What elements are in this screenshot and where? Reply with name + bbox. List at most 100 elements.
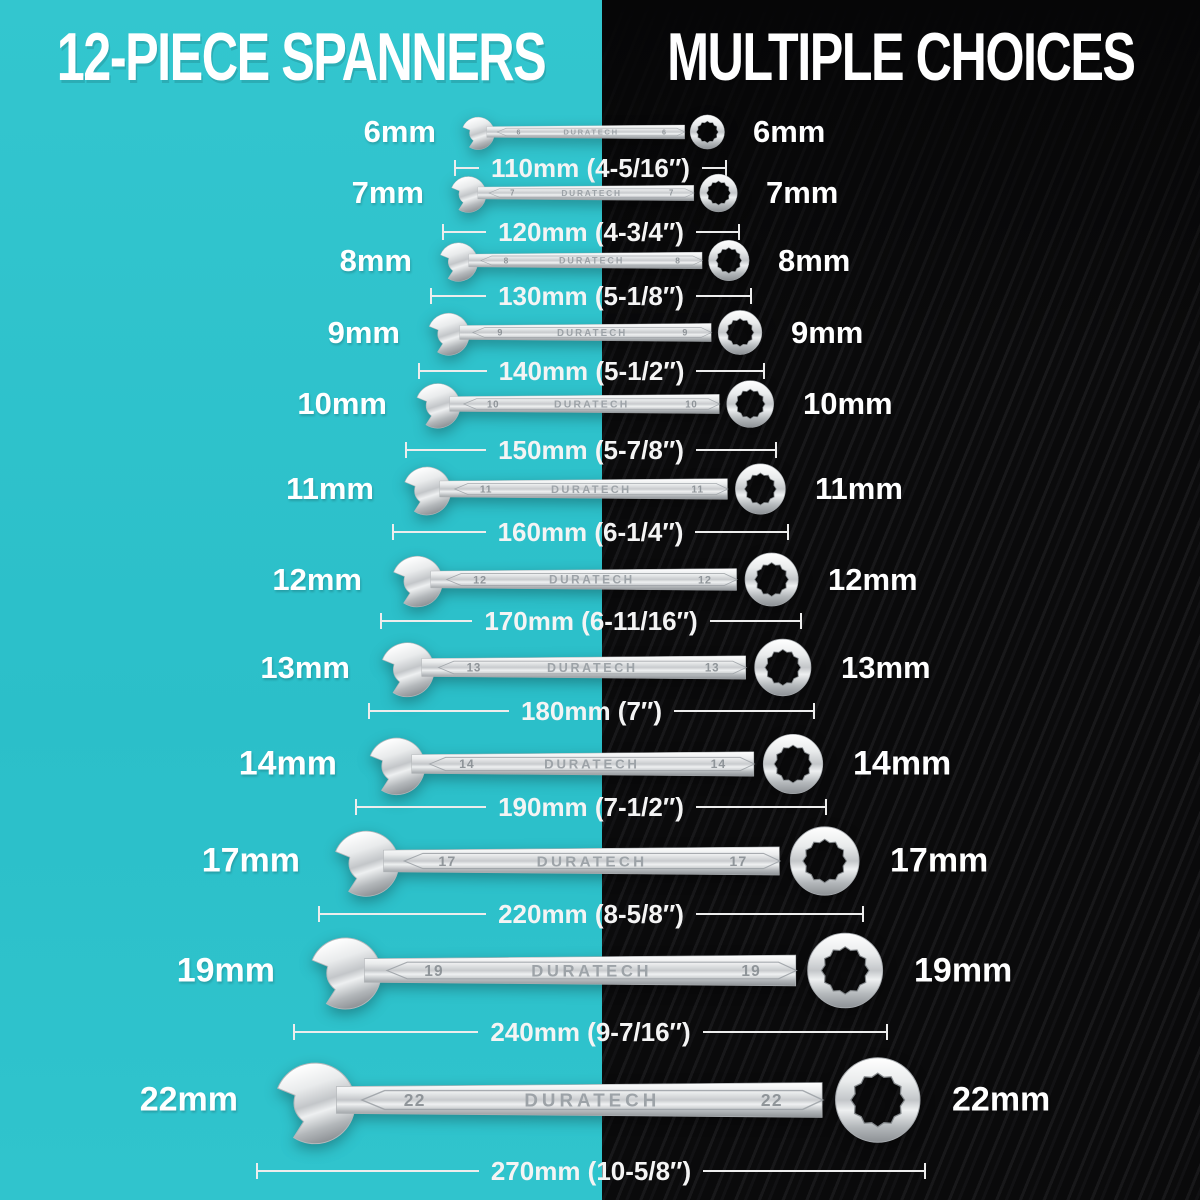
wrench-row-7mm: 7mm 7 DURATECH 7 7mm: [352, 171, 838, 217]
dimension-13mm: 180mm (7″): [368, 696, 816, 726]
dim-line: [382, 620, 473, 622]
right-title: MULTIPLE CHOICES: [667, 19, 1136, 95]
brand-engraving: DURATECH: [544, 757, 640, 772]
dim-tick: [813, 703, 816, 719]
dim-text: 150mm (5-7/8″): [498, 434, 684, 465]
brand-engraving: DURATECH: [559, 256, 624, 266]
dim-tick: [318, 906, 320, 922]
stamp-left: 13: [467, 662, 482, 675]
dim-line: [703, 1170, 924, 1172]
dim-tick: [405, 442, 407, 458]
dim-line: [432, 295, 487, 297]
dim-tick: [886, 1024, 888, 1040]
wrench-image-11mm: 11 DURATECH 11: [401, 460, 786, 520]
dim-tick: [256, 1163, 258, 1179]
dim-line: [696, 370, 763, 372]
brand-engraving: DURATECH: [524, 1090, 660, 1111]
wrench-row-13mm: 13mm 13 DURATECH 13 13mm: [260, 635, 931, 703]
dim-text: 220mm (8-5/8″): [498, 898, 684, 929]
stamp-left: 14: [459, 757, 475, 771]
size-label-right: 22mm: [952, 1080, 1051, 1119]
dim-text: 270mm (10-5/8″): [490, 1155, 692, 1186]
dimension-19mm: 240mm (9-7/16″): [293, 1017, 888, 1047]
dim-text: 120mm (4-3/4″): [498, 216, 684, 247]
dim-line: [674, 710, 814, 712]
dim-line: [258, 1170, 479, 1172]
brand-engraving: DURATECH: [549, 573, 635, 587]
dimension-9mm: 140mm (5-1/2″): [418, 356, 765, 386]
size-label-left: 8mm: [339, 242, 412, 278]
stamp-right: 12: [698, 574, 712, 586]
size-label-left: 12mm: [272, 561, 362, 597]
wrench-image-13mm: 13 DURATECH 13: [379, 635, 812, 703]
dim-line: [695, 295, 750, 297]
stamp-right: 13: [705, 662, 720, 675]
stamp-right: 19: [741, 963, 761, 980]
stamp-left: 10: [487, 399, 499, 410]
wrench-row-17mm: 17mm 17 DURATECH 17 17mm: [202, 822, 988, 903]
brand-engraving: DURATECH: [563, 128, 618, 137]
dimension-22mm: 270mm (10-5/8″): [256, 1156, 926, 1186]
size-label-right: 10mm: [803, 386, 893, 421]
size-label-right: 11mm: [815, 471, 903, 506]
dim-tick: [800, 613, 803, 629]
dim-line: [709, 620, 801, 622]
size-label-left: 7mm: [351, 175, 424, 210]
brand-engraving: DURATECH: [547, 661, 638, 675]
header-left: 12-PIECE SPANNERS: [0, 16, 602, 98]
wrench-image-9mm: 9 DURATECH 9: [426, 307, 763, 360]
brand-engraving: DURATECH: [561, 188, 621, 198]
dim-text: 240mm (9-7/16″): [490, 1016, 691, 1047]
brand-engraving: DURATECH: [554, 400, 629, 411]
wrench-image-19mm: 19 DURATECH 19: [307, 928, 884, 1017]
dimension-10mm: 150mm (5-7/8″): [405, 435, 777, 465]
dim-tick: [418, 363, 420, 379]
stamp-left: 7: [510, 189, 515, 198]
dim-tick: [380, 613, 382, 629]
dim-tick: [293, 1024, 295, 1040]
wrench-image-14mm: 14 DURATECH 14: [366, 730, 824, 801]
stamp-left: 11: [480, 485, 492, 496]
stamp-right: 14: [711, 757, 727, 771]
stamp-right: 7: [669, 189, 674, 198]
size-label-left: 14mm: [238, 744, 337, 783]
dim-tick: [392, 524, 394, 540]
dim-line: [695, 449, 775, 451]
stamp-right: 11: [691, 485, 703, 496]
size-label-right: 19mm: [914, 951, 1013, 989]
size-label-right: 14mm: [853, 744, 952, 783]
wrench-image-8mm: 8 DURATECH 8: [437, 237, 750, 286]
stamp-right: 8: [675, 255, 680, 265]
dim-tick: [454, 160, 456, 176]
brand-engraving: DURATECH: [537, 853, 648, 870]
dimension-8mm: 130mm (5-1/8″): [430, 281, 752, 311]
stamp-left: 8: [504, 255, 509, 265]
size-label-right: 17mm: [890, 841, 989, 880]
dim-text: 160mm (6-1/4″): [497, 516, 684, 547]
size-label-left: 19mm: [176, 951, 275, 989]
wrench-row-19mm: 19mm 19 DURATECH 19 19mm: [177, 928, 1012, 1017]
dim-text: 130mm (5-1/8″): [498, 280, 684, 311]
dim-line: [407, 449, 487, 451]
wrench-row-6mm: 6mm 6 DURATECH 6 6mm: [364, 112, 825, 153]
size-label-left: 22mm: [139, 1080, 238, 1119]
dim-line: [456, 167, 480, 169]
wrench-row-22mm: 22mm 22 DURATECH 22 22mm: [140, 1051, 1050, 1152]
dim-text: 190mm (7-1/2″): [498, 791, 684, 822]
wrench-image-6mm: 6 DURATECH 6: [460, 112, 725, 153]
dim-tick: [738, 224, 740, 240]
size-label-left: 6mm: [363, 114, 436, 149]
stamp-left: 22: [404, 1090, 426, 1110]
size-label-right: 6mm: [753, 114, 826, 149]
size-label-left: 9mm: [327, 314, 400, 350]
brand-engraving: DURATECH: [557, 328, 627, 339]
wrench-row-11mm: 11mm 11 DURATECH 11 11mm: [286, 460, 903, 520]
dimension-11mm: 160mm (6-1/4″): [392, 517, 789, 547]
dim-line: [695, 913, 862, 915]
dim-tick: [825, 799, 827, 815]
wrench-image-22mm: 22 DURATECH 22: [272, 1051, 921, 1152]
dim-tick: [924, 1163, 926, 1179]
dim-tick: [862, 906, 864, 922]
dimension-12mm: 170mm (6-11/16″): [380, 606, 803, 636]
dim-line: [420, 370, 487, 372]
